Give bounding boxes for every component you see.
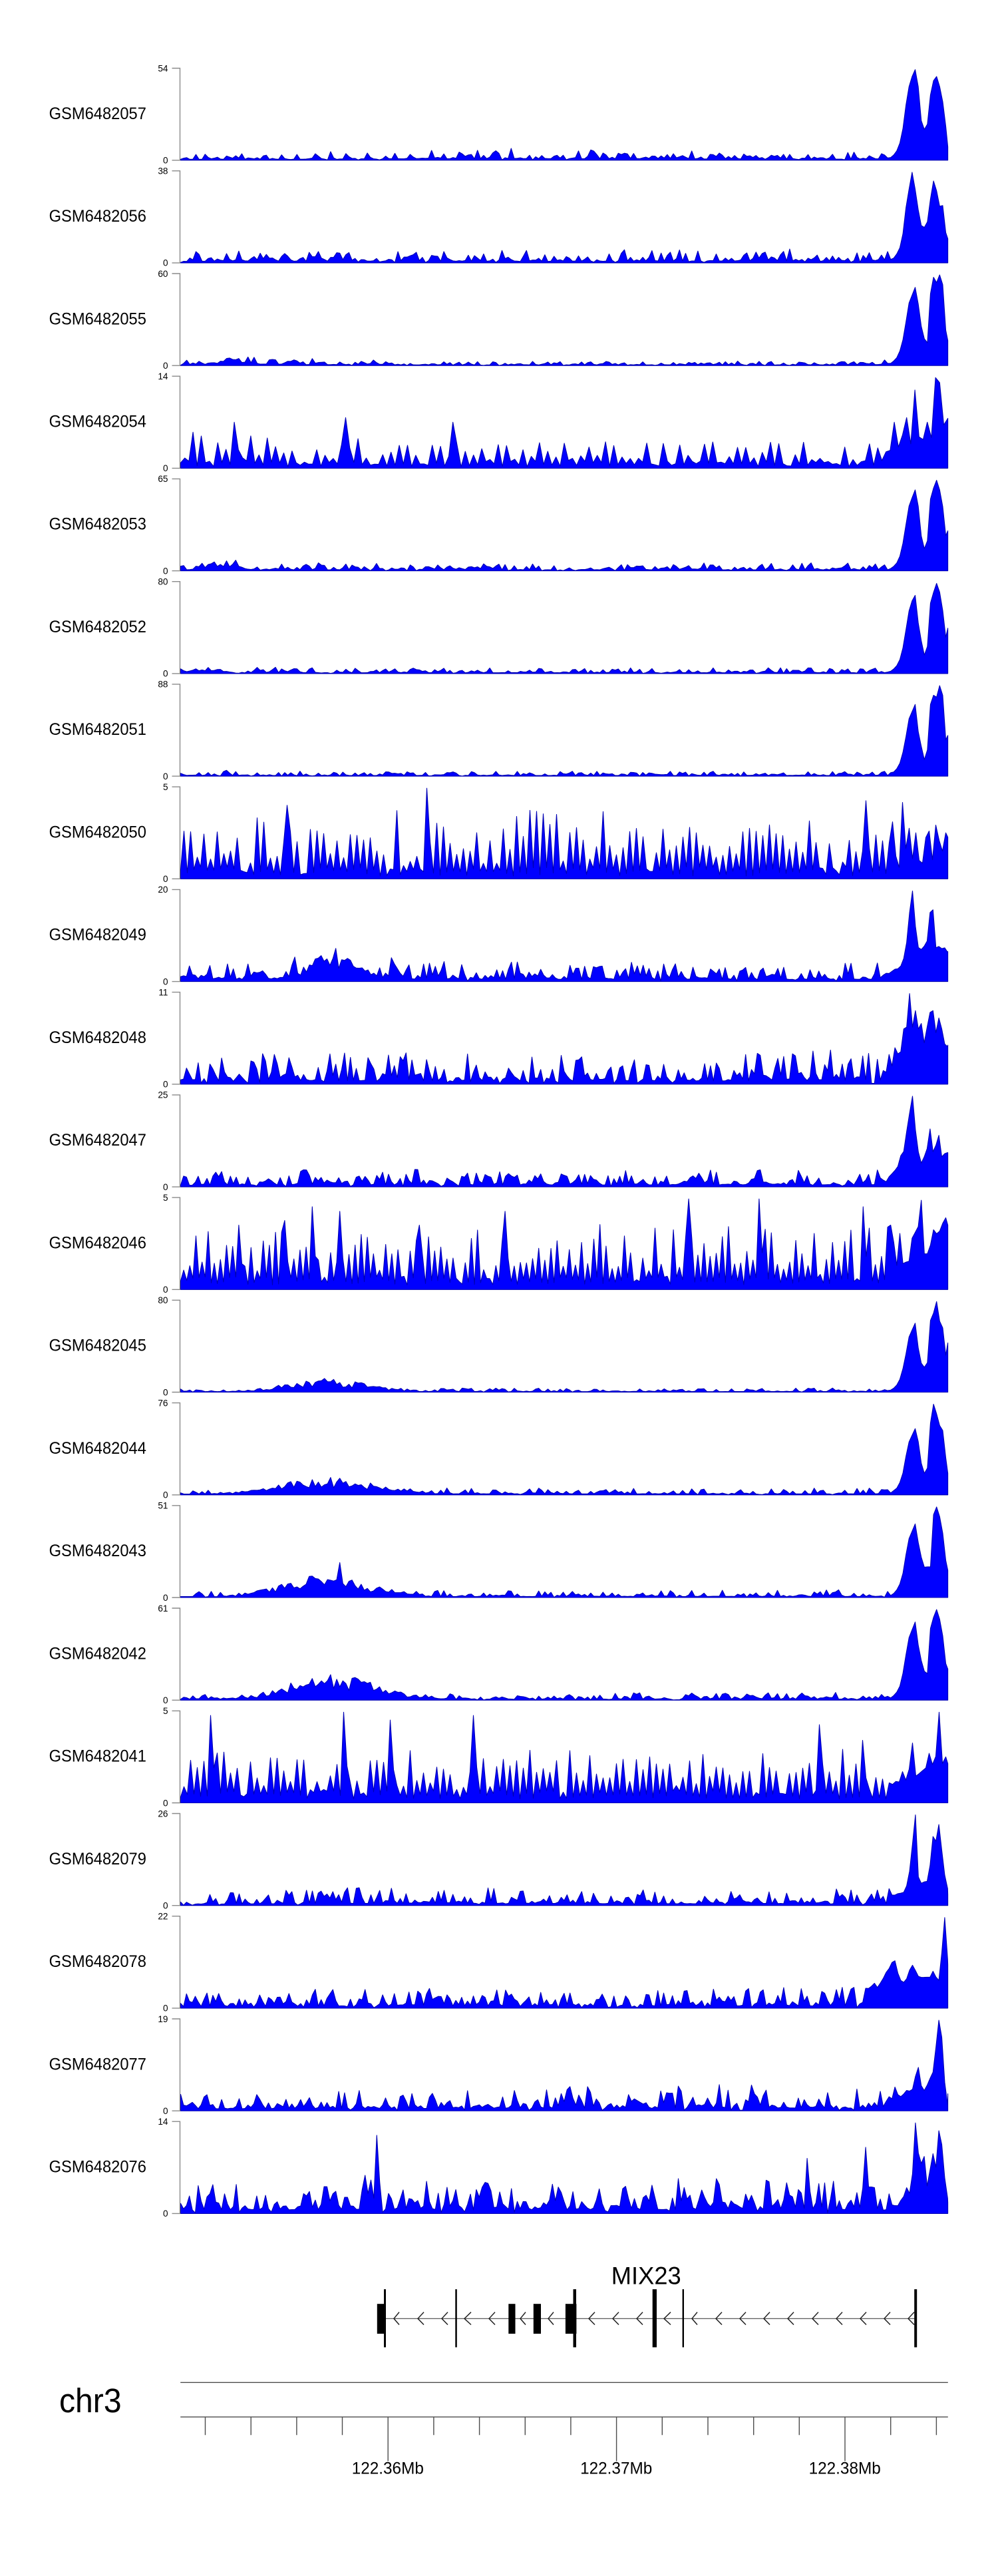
svg-text:GSM6482046: GSM6482046	[49, 1233, 146, 1252]
svg-text:19: 19	[158, 2014, 168, 2024]
svg-text:chr3: chr3	[59, 2382, 122, 2420]
svg-text:0: 0	[163, 976, 168, 986]
svg-text:60: 60	[158, 269, 168, 279]
svg-text:GSM6482043: GSM6482043	[49, 1542, 146, 1560]
svg-text:GSM6482077: GSM6482077	[49, 2055, 146, 2073]
svg-text:GSM6482045: GSM6482045	[49, 1337, 146, 1355]
svg-text:MIX23: MIX23	[611, 2262, 681, 2289]
svg-text:GSM6482042: GSM6482042	[49, 1644, 146, 1663]
svg-text:GSM6482056: GSM6482056	[49, 207, 146, 226]
svg-text:0: 0	[163, 2106, 168, 2116]
svg-text:0: 0	[163, 463, 168, 473]
svg-text:0: 0	[163, 771, 168, 781]
svg-text:51: 51	[158, 1501, 168, 1511]
svg-text:0: 0	[163, 1285, 168, 1295]
svg-text:5: 5	[163, 782, 168, 792]
svg-text:65: 65	[158, 474, 168, 484]
svg-text:14: 14	[158, 371, 168, 381]
svg-text:GSM6482041: GSM6482041	[49, 1747, 146, 1766]
svg-text:GSM6482055: GSM6482055	[49, 310, 146, 328]
svg-text:GSM6482057: GSM6482057	[49, 105, 146, 123]
svg-text:0: 0	[163, 566, 168, 576]
svg-text:0: 0	[163, 1387, 168, 1397]
svg-text:61: 61	[158, 1604, 168, 1613]
svg-text:GSM6482076: GSM6482076	[49, 2158, 146, 2177]
svg-text:GSM6482049: GSM6482049	[49, 926, 146, 945]
svg-text:38: 38	[158, 166, 168, 176]
svg-text:20: 20	[158, 885, 168, 895]
svg-text:122.36Mb: 122.36Mb	[352, 2460, 424, 2478]
svg-text:0: 0	[163, 2209, 168, 2219]
svg-text:0: 0	[163, 1080, 168, 1090]
svg-text:GSM6482078: GSM6482078	[49, 1952, 146, 1971]
svg-text:122.37Mb: 122.37Mb	[580, 2460, 652, 2478]
svg-text:0: 0	[163, 258, 168, 268]
svg-text:88: 88	[158, 680, 168, 690]
svg-text:0: 0	[163, 1490, 168, 1500]
svg-text:GSM6482044: GSM6482044	[49, 1439, 146, 1458]
svg-text:26: 26	[158, 1809, 168, 1819]
svg-text:0: 0	[163, 669, 168, 679]
svg-text:54: 54	[158, 63, 168, 73]
svg-text:5: 5	[163, 1193, 168, 1203]
svg-text:0: 0	[163, 2004, 168, 2014]
svg-text:0: 0	[163, 1182, 168, 1192]
svg-text:GSM6482053: GSM6482053	[49, 515, 146, 534]
svg-text:0: 0	[163, 156, 168, 166]
svg-text:80: 80	[158, 577, 168, 587]
svg-text:GSM6482079: GSM6482079	[49, 1850, 146, 1868]
svg-text:122.38Mb: 122.38Mb	[809, 2460, 881, 2478]
svg-text:14: 14	[158, 2117, 168, 2127]
svg-text:25: 25	[158, 1090, 168, 1100]
svg-text:GSM6482048: GSM6482048	[49, 1028, 146, 1047]
svg-text:GSM6482054: GSM6482054	[49, 413, 146, 431]
svg-text:0: 0	[163, 874, 168, 884]
svg-text:GSM6482047: GSM6482047	[49, 1131, 146, 1150]
svg-text:80: 80	[158, 1295, 168, 1305]
svg-text:11: 11	[158, 987, 168, 997]
svg-text:76: 76	[158, 1398, 168, 1408]
svg-text:0: 0	[163, 1798, 168, 1808]
svg-text:5: 5	[163, 1706, 168, 1716]
svg-text:GSM6482052: GSM6482052	[49, 618, 146, 636]
svg-text:0: 0	[163, 1695, 168, 1705]
svg-text:GSM6482051: GSM6482051	[49, 720, 146, 739]
svg-text:GSM6482050: GSM6482050	[49, 823, 146, 841]
svg-text:22: 22	[158, 1912, 168, 1922]
svg-text:0: 0	[163, 1593, 168, 1603]
svg-text:0: 0	[163, 361, 168, 371]
svg-text:0: 0	[163, 1901, 168, 1911]
